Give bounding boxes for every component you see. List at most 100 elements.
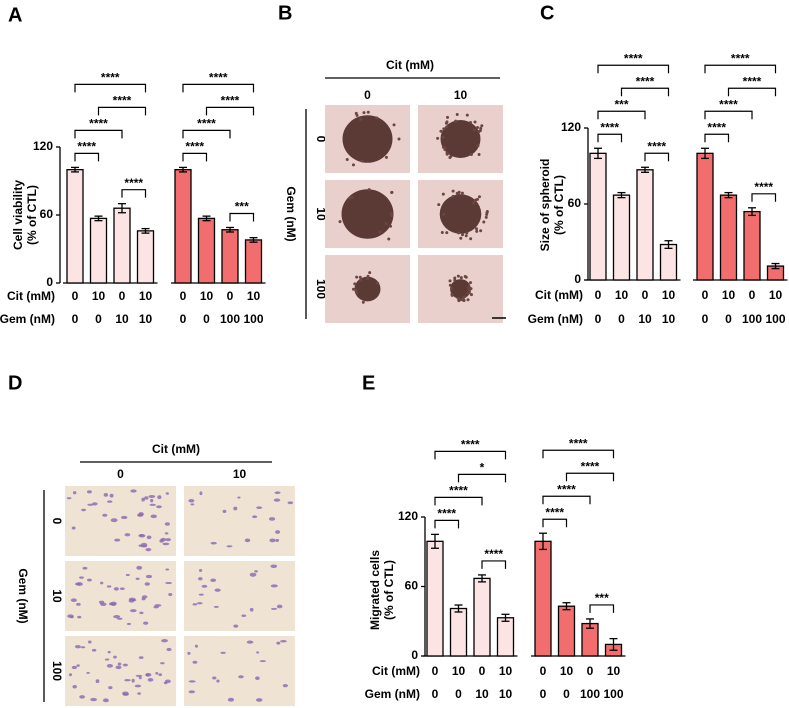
significance-label: **** [731, 51, 750, 65]
panel-letter: B [278, 2, 292, 24]
cell-dot [439, 129, 443, 133]
migrated-cell [196, 602, 203, 605]
cell-dot [463, 274, 467, 278]
migrated-cell [100, 581, 104, 585]
cell-dot [461, 298, 465, 302]
x-row-value: 0 [479, 664, 486, 678]
significance-label: **** [185, 140, 204, 154]
significance-bracket [457, 473, 507, 483]
bar [696, 152, 714, 281]
migrated-cell [268, 517, 276, 521]
cell-dot [477, 130, 481, 134]
cell-dot [443, 148, 447, 152]
cell-dot [475, 197, 479, 201]
migrated-cell [107, 500, 113, 503]
bar [743, 210, 761, 281]
migrated-cell [107, 650, 111, 654]
x-row-value: 0 [203, 312, 210, 326]
migrated-cell [188, 498, 195, 503]
bar [557, 605, 576, 657]
migrated-cell [210, 541, 217, 545]
significance-bracket [121, 189, 147, 198]
column-title: Cit (mM) [386, 58, 434, 72]
migrated-cell [104, 658, 110, 661]
cell-dot [445, 125, 449, 129]
significance-bracket [182, 152, 208, 162]
x-row-value: 100 [765, 312, 785, 326]
significance-label: **** [124, 176, 143, 190]
cell-dot [362, 111, 366, 115]
cell-dot [353, 282, 357, 286]
row-label: 0 [50, 518, 64, 525]
cell-dot [479, 126, 483, 130]
cell-dot [441, 135, 445, 139]
cell-dot [459, 236, 463, 240]
cell-dot [361, 300, 365, 304]
panel-letter: D [8, 372, 22, 394]
bar [426, 540, 444, 657]
migrated-cell [275, 530, 281, 534]
cell-dot [455, 191, 459, 195]
significance-label: *** [595, 591, 609, 605]
significance-bracket [542, 518, 568, 528]
migrated-cell [87, 578, 92, 582]
spheroid [439, 194, 482, 234]
row-title: Gem (nM) [284, 186, 298, 241]
cell-dot [441, 192, 445, 196]
row-label: 10 [50, 589, 64, 603]
migrated-cell [168, 593, 173, 597]
y-tick-label: 60 [40, 207, 54, 221]
cell-dot [460, 191, 464, 195]
significance-label: * [480, 461, 485, 475]
column-title: Cit (mM) [152, 442, 200, 456]
migrated-cell [212, 676, 217, 680]
significance-label: **** [461, 438, 480, 452]
x-row-label: Gem (nM) [528, 312, 583, 326]
y-tick-label: 120 [33, 139, 53, 153]
bar [113, 207, 131, 284]
bar [174, 169, 192, 284]
migrated-cell [198, 593, 204, 596]
y-tick-label: 120 [398, 509, 418, 523]
cell-dot [390, 190, 394, 194]
migrated-cell [139, 611, 144, 615]
cell-dot [451, 189, 455, 193]
cell-dot [448, 279, 452, 283]
x-row-value: 0 [595, 312, 602, 326]
x-row-value: 10 [615, 288, 629, 302]
cell-dot [449, 154, 453, 158]
error-bar [454, 604, 463, 613]
migrated-cell [276, 604, 283, 609]
migrated-cell [158, 673, 163, 677]
migrated-cell [280, 640, 287, 643]
cell-dot [354, 288, 358, 292]
migrated-cell [70, 598, 77, 603]
migrated-cell [165, 492, 169, 495]
error-bar [226, 226, 234, 233]
cell-dot [482, 220, 486, 224]
cell-dot [355, 113, 359, 117]
x-row-value: 100 [742, 312, 762, 326]
cell-dot [456, 296, 460, 300]
migrated-cell [138, 512, 144, 517]
migrated-cell [150, 514, 157, 519]
migrated-cell [162, 542, 170, 546]
migrated-cell [165, 581, 173, 585]
migrated-cell [91, 648, 97, 652]
error-bar [431, 533, 439, 549]
migrated-cell [106, 585, 112, 588]
migrated-cell [87, 503, 94, 506]
migrated-cell [79, 695, 85, 699]
migrated-cell [249, 572, 257, 577]
cell-dot [464, 234, 468, 238]
cell-dot [469, 293, 473, 297]
migrated-cell [255, 698, 263, 702]
significance-label: **** [77, 140, 96, 154]
migrated-cell [124, 678, 131, 682]
migrated-cell [146, 535, 152, 540]
migrated-cell [137, 692, 141, 695]
cell-dot [477, 195, 481, 199]
x-row-value: 0 [725, 312, 732, 326]
migrated-cell [134, 684, 142, 688]
